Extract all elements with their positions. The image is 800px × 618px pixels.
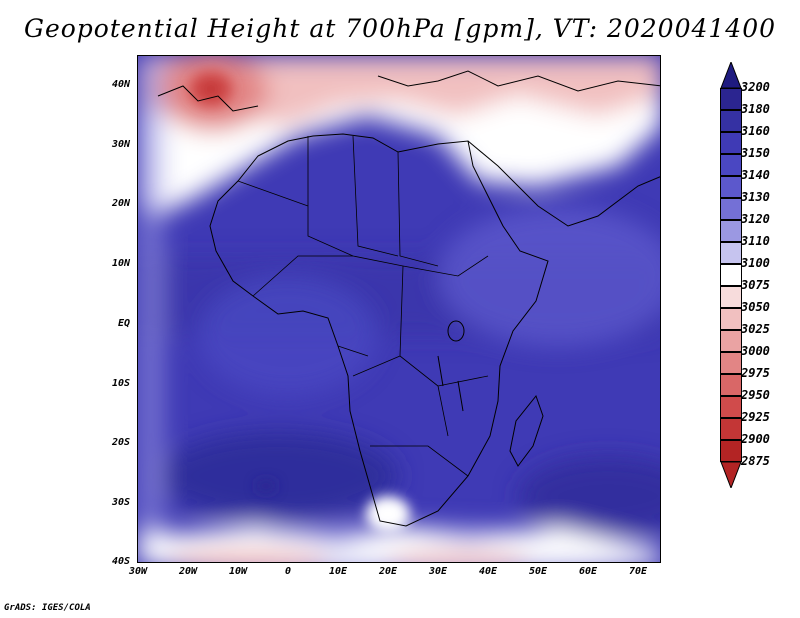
lakes: [437, 320, 465, 412]
colorbar-top-arrow: [720, 62, 742, 88]
colorbar-label: 3025: [741, 322, 770, 336]
colorbar-label: 3000: [741, 344, 770, 358]
colorbar-label: 3100: [741, 256, 770, 270]
lat-label-20n: 20N: [111, 198, 130, 209]
colorbar-swatch: [720, 286, 742, 308]
colorbar-swatch: [720, 220, 742, 242]
colorbar-swatch: [720, 132, 742, 154]
country-borders: [237, 135, 489, 477]
colorbar-label: 2950: [741, 388, 770, 402]
colorbar-swatch: [720, 330, 742, 352]
colorbar-swatch: [720, 352, 742, 374]
lon-label-50e: 50E: [528, 566, 548, 577]
colorbar-swatch: [720, 88, 742, 110]
colorbar-top-label: 3200: [741, 80, 770, 94]
lon-label-10e: 10E: [328, 566, 348, 577]
lon-label-30w: 30W: [128, 566, 148, 577]
colorbar-swatch: [720, 396, 742, 418]
lat-label-eq: EQ: [117, 318, 130, 329]
colorbar-label: 3050: [741, 300, 770, 314]
colorbar-label: 3130: [741, 190, 770, 204]
lon-label-0: 0: [284, 566, 292, 577]
colorbar-swatch: [720, 440, 742, 462]
colorbar-label: 3075: [741, 278, 770, 292]
lat-label-10s: 10S: [111, 378, 130, 389]
lon-label-70e: 70E: [628, 566, 648, 577]
colorbar-swatch: [720, 374, 742, 396]
colorbar-label: 3150: [741, 146, 770, 160]
colorbar-label: 2900: [741, 432, 770, 446]
lon-label-20w: 20W: [178, 566, 198, 577]
colorbar-label: 2925: [741, 410, 770, 424]
colorbar-swatch: [720, 110, 742, 132]
lat-label-40n: 40N: [111, 79, 130, 90]
chart-title: Geopotential Height at 700hPa [gpm], VT:…: [23, 14, 777, 43]
lon-label-40e: 40E: [478, 566, 498, 577]
map-panel: [137, 55, 661, 563]
lat-label-20s: 20S: [111, 437, 130, 448]
height-field: [138, 56, 660, 562]
lat-label-30n: 30N: [111, 139, 130, 150]
lon-label-10w: 10W: [228, 566, 248, 577]
lat-label-40s: 40S: [111, 556, 130, 567]
colorbar-label: 3180: [741, 102, 770, 116]
credit-text: GrADS: IGES/COLA: [4, 603, 91, 613]
lat-label-30s: 30S: [111, 497, 130, 508]
lon-label-60e: 60E: [578, 566, 598, 577]
lon-label-20e: 20E: [378, 566, 398, 577]
colorbar-label: 3160: [741, 124, 770, 138]
colorbar-swatch: [720, 154, 742, 176]
colorbar-swatch: [720, 308, 742, 330]
colorbar-swatch: [720, 198, 742, 220]
colorbar-swatch: [720, 176, 742, 198]
colorbar-swatch: [720, 264, 742, 286]
colorbar-label: 2875: [741, 454, 770, 468]
colorbar-label: 3120: [741, 212, 770, 226]
colorbar-label: 2975: [741, 366, 770, 380]
colorbar-swatch: [720, 418, 742, 440]
colorbar-swatch: [720, 242, 742, 264]
colorbar-label: 3110: [741, 234, 770, 248]
lon-label-30e: 30E: [428, 566, 448, 577]
colorbar-label: 3140: [741, 168, 770, 182]
colorbar-bottom-arrow: [720, 462, 742, 488]
lat-label-10n: 10N: [111, 258, 130, 269]
